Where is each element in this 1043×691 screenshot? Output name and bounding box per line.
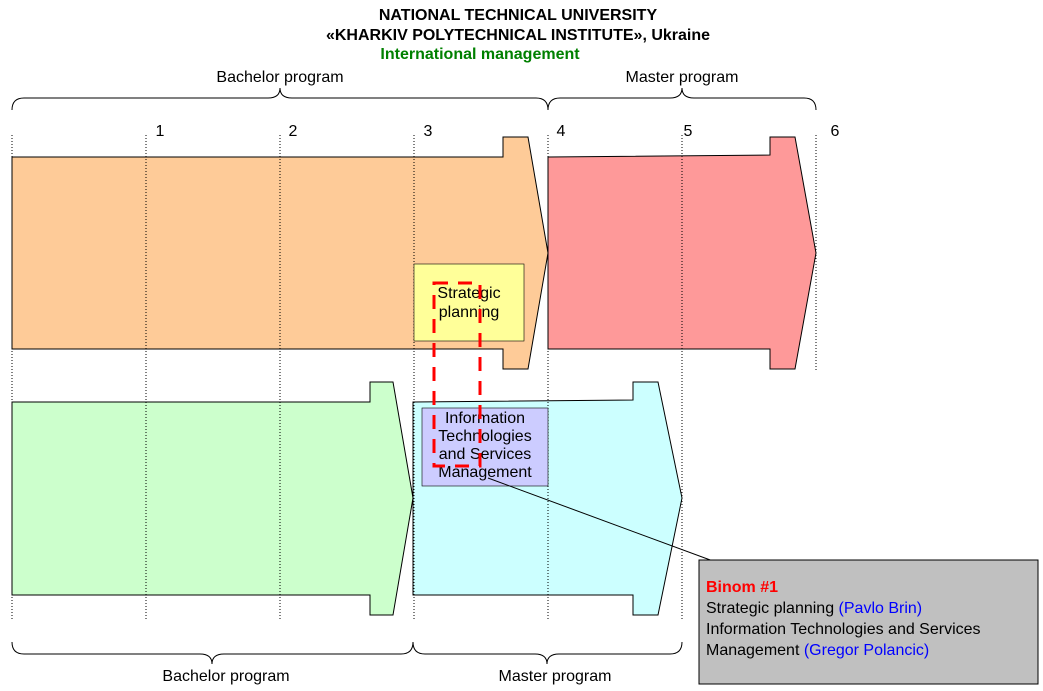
brace — [11, 641, 414, 665]
course-name: Information Technologies and Services — [706, 621, 981, 638]
program-label: Master program — [499, 668, 612, 685]
callout-pointer — [487, 477, 714, 562]
course-box — [421, 407, 549, 487]
course-line: Technologies — [438, 428, 531, 445]
year: 6 — [831, 123, 840, 140]
course-line: Information — [445, 410, 525, 427]
callout-line: Strategic planning (Pavlo Brin) — [706, 600, 922, 617]
brace — [11, 87, 549, 111]
title-line: NATIONAL TECHNICAL UNIVERSITY — [379, 7, 658, 24]
callout-box — [698, 559, 1039, 685]
course-line: Management — [438, 464, 532, 481]
year-lines — [11, 135, 817, 620]
program-label: Master program — [626, 69, 739, 86]
course-name: Management — [706, 642, 800, 659]
course-name: Strategic planning — [706, 600, 834, 617]
title-line: «KHARKIV POLYTECHNICAL INSTITUTE», Ukrai… — [326, 27, 710, 44]
year: 4 — [557, 123, 566, 140]
person: (Pavlo Brin) — [839, 600, 923, 617]
brace — [412, 641, 683, 665]
subtitle: International management — [380, 46, 580, 63]
program-label: Bachelor program — [216, 69, 343, 86]
course-line: planning — [439, 304, 500, 321]
callout-line: Management (Gregor Polancic) — [706, 642, 929, 659]
year: 1 — [156, 123, 165, 140]
person: (Gregor Polancic) — [804, 642, 929, 659]
callout-title: Binom #1 — [706, 579, 778, 596]
brace — [547, 87, 817, 111]
year: 3 — [424, 123, 433, 140]
year: 2 — [289, 123, 298, 140]
course-box — [413, 263, 525, 342]
callout-line: Information Technologies and Services — [706, 621, 981, 638]
program-label: Bachelor program — [162, 668, 289, 685]
binom-frame — [432, 281, 482, 468]
year: 5 — [684, 123, 693, 140]
course-line: and Services — [439, 446, 532, 463]
course-line: Strategic — [437, 285, 500, 302]
bachelor-arrow — [11, 381, 414, 616]
